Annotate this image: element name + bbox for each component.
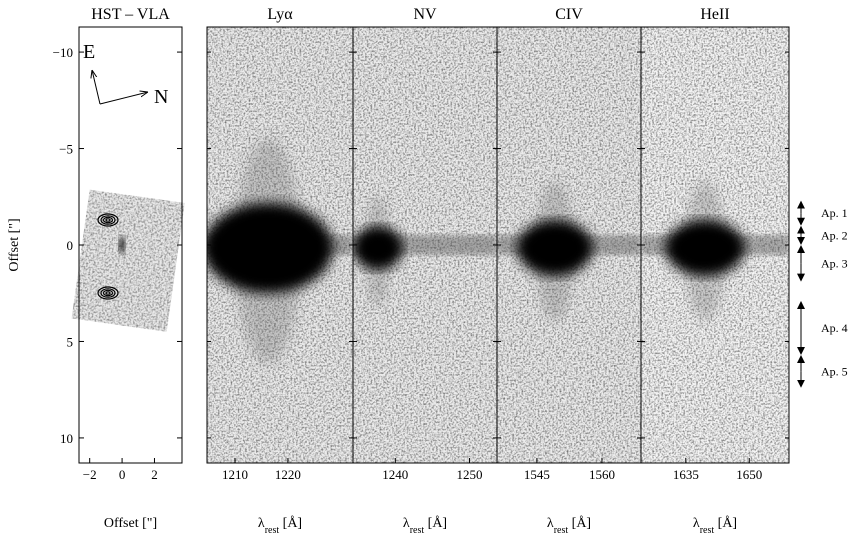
x-tick-label: 2 bbox=[151, 467, 158, 482]
compass-north: N bbox=[154, 86, 168, 108]
x-axis-label-part: [Å] bbox=[279, 515, 302, 531]
galaxy bbox=[119, 236, 125, 254]
y-tick-label: −5 bbox=[59, 142, 73, 157]
spectrum-image bbox=[353, 27, 497, 463]
radio-contour bbox=[102, 216, 114, 224]
aperture-label: Ap. 2 bbox=[821, 228, 848, 242]
x-axis-label: λrest [Å] bbox=[403, 515, 447, 536]
compass: E N bbox=[83, 41, 168, 108]
spectrum-pixels bbox=[207, 27, 353, 463]
radio-contour bbox=[97, 213, 119, 227]
image-noise bbox=[71, 189, 185, 332]
panel-title: HST – VLA bbox=[91, 6, 170, 23]
x-tick-label: 1240 bbox=[382, 467, 408, 482]
aperture-label: Ap. 4 bbox=[821, 321, 848, 335]
x-axis-label-part: λ bbox=[547, 516, 554, 531]
aperture-label: Ap. 5 bbox=[821, 364, 848, 378]
radio-contour bbox=[97, 286, 119, 300]
x-tick-label: 1250 bbox=[457, 467, 483, 482]
x-axis-label-part: rest bbox=[554, 525, 569, 536]
radio-contour bbox=[100, 288, 116, 298]
x-axis-label-part: rest bbox=[700, 525, 715, 536]
x-axis-label-part: λ bbox=[693, 516, 700, 531]
x-axis-label: λrest [Å] bbox=[547, 515, 591, 536]
x-tick-label: 0 bbox=[119, 467, 126, 482]
radio-contour bbox=[102, 289, 114, 297]
x-axis-label-part: [Å] bbox=[424, 515, 447, 531]
x-tick-label: 1560 bbox=[589, 467, 615, 482]
radio-contour bbox=[105, 218, 111, 222]
emission bbox=[353, 226, 403, 270]
x-tick-label: 1650 bbox=[736, 467, 762, 482]
panel-title: NV bbox=[413, 6, 437, 23]
aperture-label: Ap. 1 bbox=[821, 206, 848, 220]
x-tick-label: 1210 bbox=[222, 467, 248, 482]
panel-title: Lyα bbox=[267, 6, 293, 23]
emission bbox=[665, 220, 745, 276]
radio-contour bbox=[100, 215, 116, 225]
spectrum-pixels bbox=[353, 27, 497, 463]
y-axis-label: Offset ["] bbox=[7, 218, 22, 271]
spectrum-pixels bbox=[641, 27, 789, 463]
emission bbox=[517, 220, 593, 276]
panel-title: HeII bbox=[700, 6, 729, 23]
compass-east: E bbox=[83, 41, 95, 63]
spectrum-image bbox=[497, 27, 641, 463]
x-axis-label-part: [Å] bbox=[714, 515, 737, 531]
y-tick-label: −10 bbox=[53, 45, 73, 60]
hst-image bbox=[71, 189, 185, 332]
x-axis-label: λrest [Å] bbox=[258, 515, 302, 536]
x-tick-label: −2 bbox=[83, 467, 97, 482]
x-axis-label-part: rest bbox=[410, 525, 425, 536]
spectrum-image bbox=[641, 27, 789, 463]
x-tick-label: 1545 bbox=[524, 467, 550, 482]
y-tick-label: 0 bbox=[67, 238, 74, 253]
x-axis-label: λrest [Å] bbox=[693, 515, 737, 536]
y-tick-label: 5 bbox=[67, 334, 74, 349]
spectrum-image bbox=[207, 27, 353, 463]
emission bbox=[207, 203, 333, 293]
x-axis-label: Offset ["] bbox=[104, 516, 157, 531]
spectrum-pixels bbox=[497, 27, 641, 463]
x-tick-label: 1220 bbox=[275, 467, 301, 482]
x-axis-label-part: λ bbox=[403, 516, 410, 531]
x-axis-label-part: [Å] bbox=[568, 515, 591, 531]
aperture-label: Ap. 3 bbox=[821, 256, 848, 270]
panel-title: CIV bbox=[555, 6, 583, 23]
x-axis-label-part: λ bbox=[258, 516, 265, 531]
radio-contour bbox=[105, 291, 111, 295]
x-tick-label: 1635 bbox=[673, 467, 699, 482]
y-tick-label: 10 bbox=[60, 431, 73, 446]
x-axis-label-part: rest bbox=[265, 525, 280, 536]
